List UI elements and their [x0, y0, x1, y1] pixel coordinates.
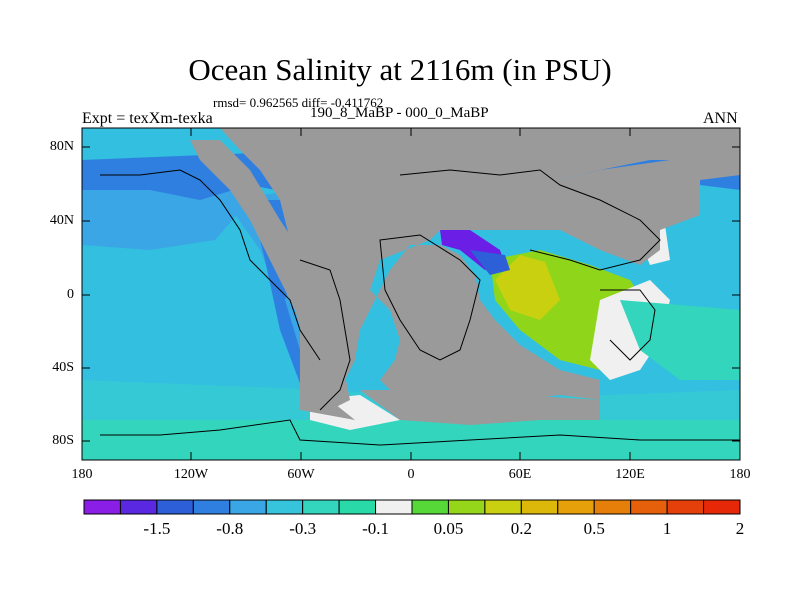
colorbar-label: 2 [735, 519, 745, 538]
lon-label-0: 0 [407, 467, 415, 482]
colorbar-swatch [375, 499, 413, 515]
colorbar-swatch [593, 499, 632, 515]
lon-label-60e: 60E [508, 467, 532, 482]
land-supercontinent [220, 128, 740, 420]
lat-label-40s: 40S [52, 360, 74, 375]
colorbar-swatch [557, 499, 595, 515]
lon-label-120w: 120W [173, 467, 209, 482]
indian-ocean-anomaly-light [495, 255, 560, 320]
colorbar-swatch [703, 499, 741, 515]
lat-label-40n: 40N [49, 213, 74, 228]
experiment-label: Expt = texXm-texka [82, 110, 213, 127]
lat-label-0: 0 [67, 287, 74, 302]
lon-label-60w: 60W [287, 467, 315, 482]
lat-ticks [82, 146, 740, 442]
colorbar-label: 0.05 [433, 519, 464, 538]
season-label: ANN [703, 110, 738, 127]
lat-label-80s: 80S [52, 433, 74, 448]
colorbar-swatch [229, 499, 267, 515]
coastline-eurasia [399, 169, 661, 271]
colorbar-swatch [338, 499, 377, 515]
colorbar-label: 1 [662, 519, 672, 538]
lat-label-80n: 80N [49, 139, 74, 154]
lon-label-180-left: 180 [71, 467, 93, 482]
coastline-south-america [299, 259, 351, 411]
colorbar-swatch [447, 499, 486, 515]
colorbar-label: -0.1 [362, 519, 389, 538]
colorbar-swatch [302, 499, 340, 515]
stats-label: rmsd= 0.962565 diff= -0.411762 [213, 95, 384, 110]
colorbar-swatch [666, 499, 705, 515]
colorbar [83, 499, 741, 515]
coastline-outline [100, 419, 740, 446]
lon-label-120e: 120E [615, 467, 645, 482]
colorbar-label: -0.3 [289, 519, 317, 538]
colorbar-label: 0.2 [510, 519, 532, 538]
colorbar-swatch [119, 499, 158, 515]
southern-ocean-teal [82, 420, 740, 460]
blue-anomaly [470, 250, 510, 275]
green-teal-east [620, 300, 740, 380]
coastline-north [100, 169, 321, 361]
colorbar-swatch [156, 499, 194, 515]
colorbar-label: -0.8 [216, 519, 244, 538]
colorbar-swatch [484, 499, 522, 515]
colorbar-label: 0.5 [583, 519, 605, 538]
colorbar-swatch [630, 499, 668, 515]
coastline-india [600, 289, 656, 361]
land-antarctica [360, 390, 600, 425]
land-asia [500, 150, 740, 265]
colorbar-swatch [411, 499, 449, 515]
colorbar-swatch [192, 499, 231, 515]
colorbar-label: -1.5 [143, 519, 171, 538]
colorbar-swatch [83, 499, 121, 515]
coastline-africa [379, 234, 481, 361]
lon-ticks [190, 128, 631, 460]
colorbar-swatch [265, 499, 304, 515]
map-title: Ocean Salinity at 2116m (in PSU) [188, 52, 612, 87]
lon-label-180-right: 180 [729, 467, 751, 482]
map-field [82, 128, 740, 460]
colorbar-swatch [520, 499, 559, 515]
comparison-label: 190_8_MaBP - 000_0_MaBP [310, 105, 489, 121]
